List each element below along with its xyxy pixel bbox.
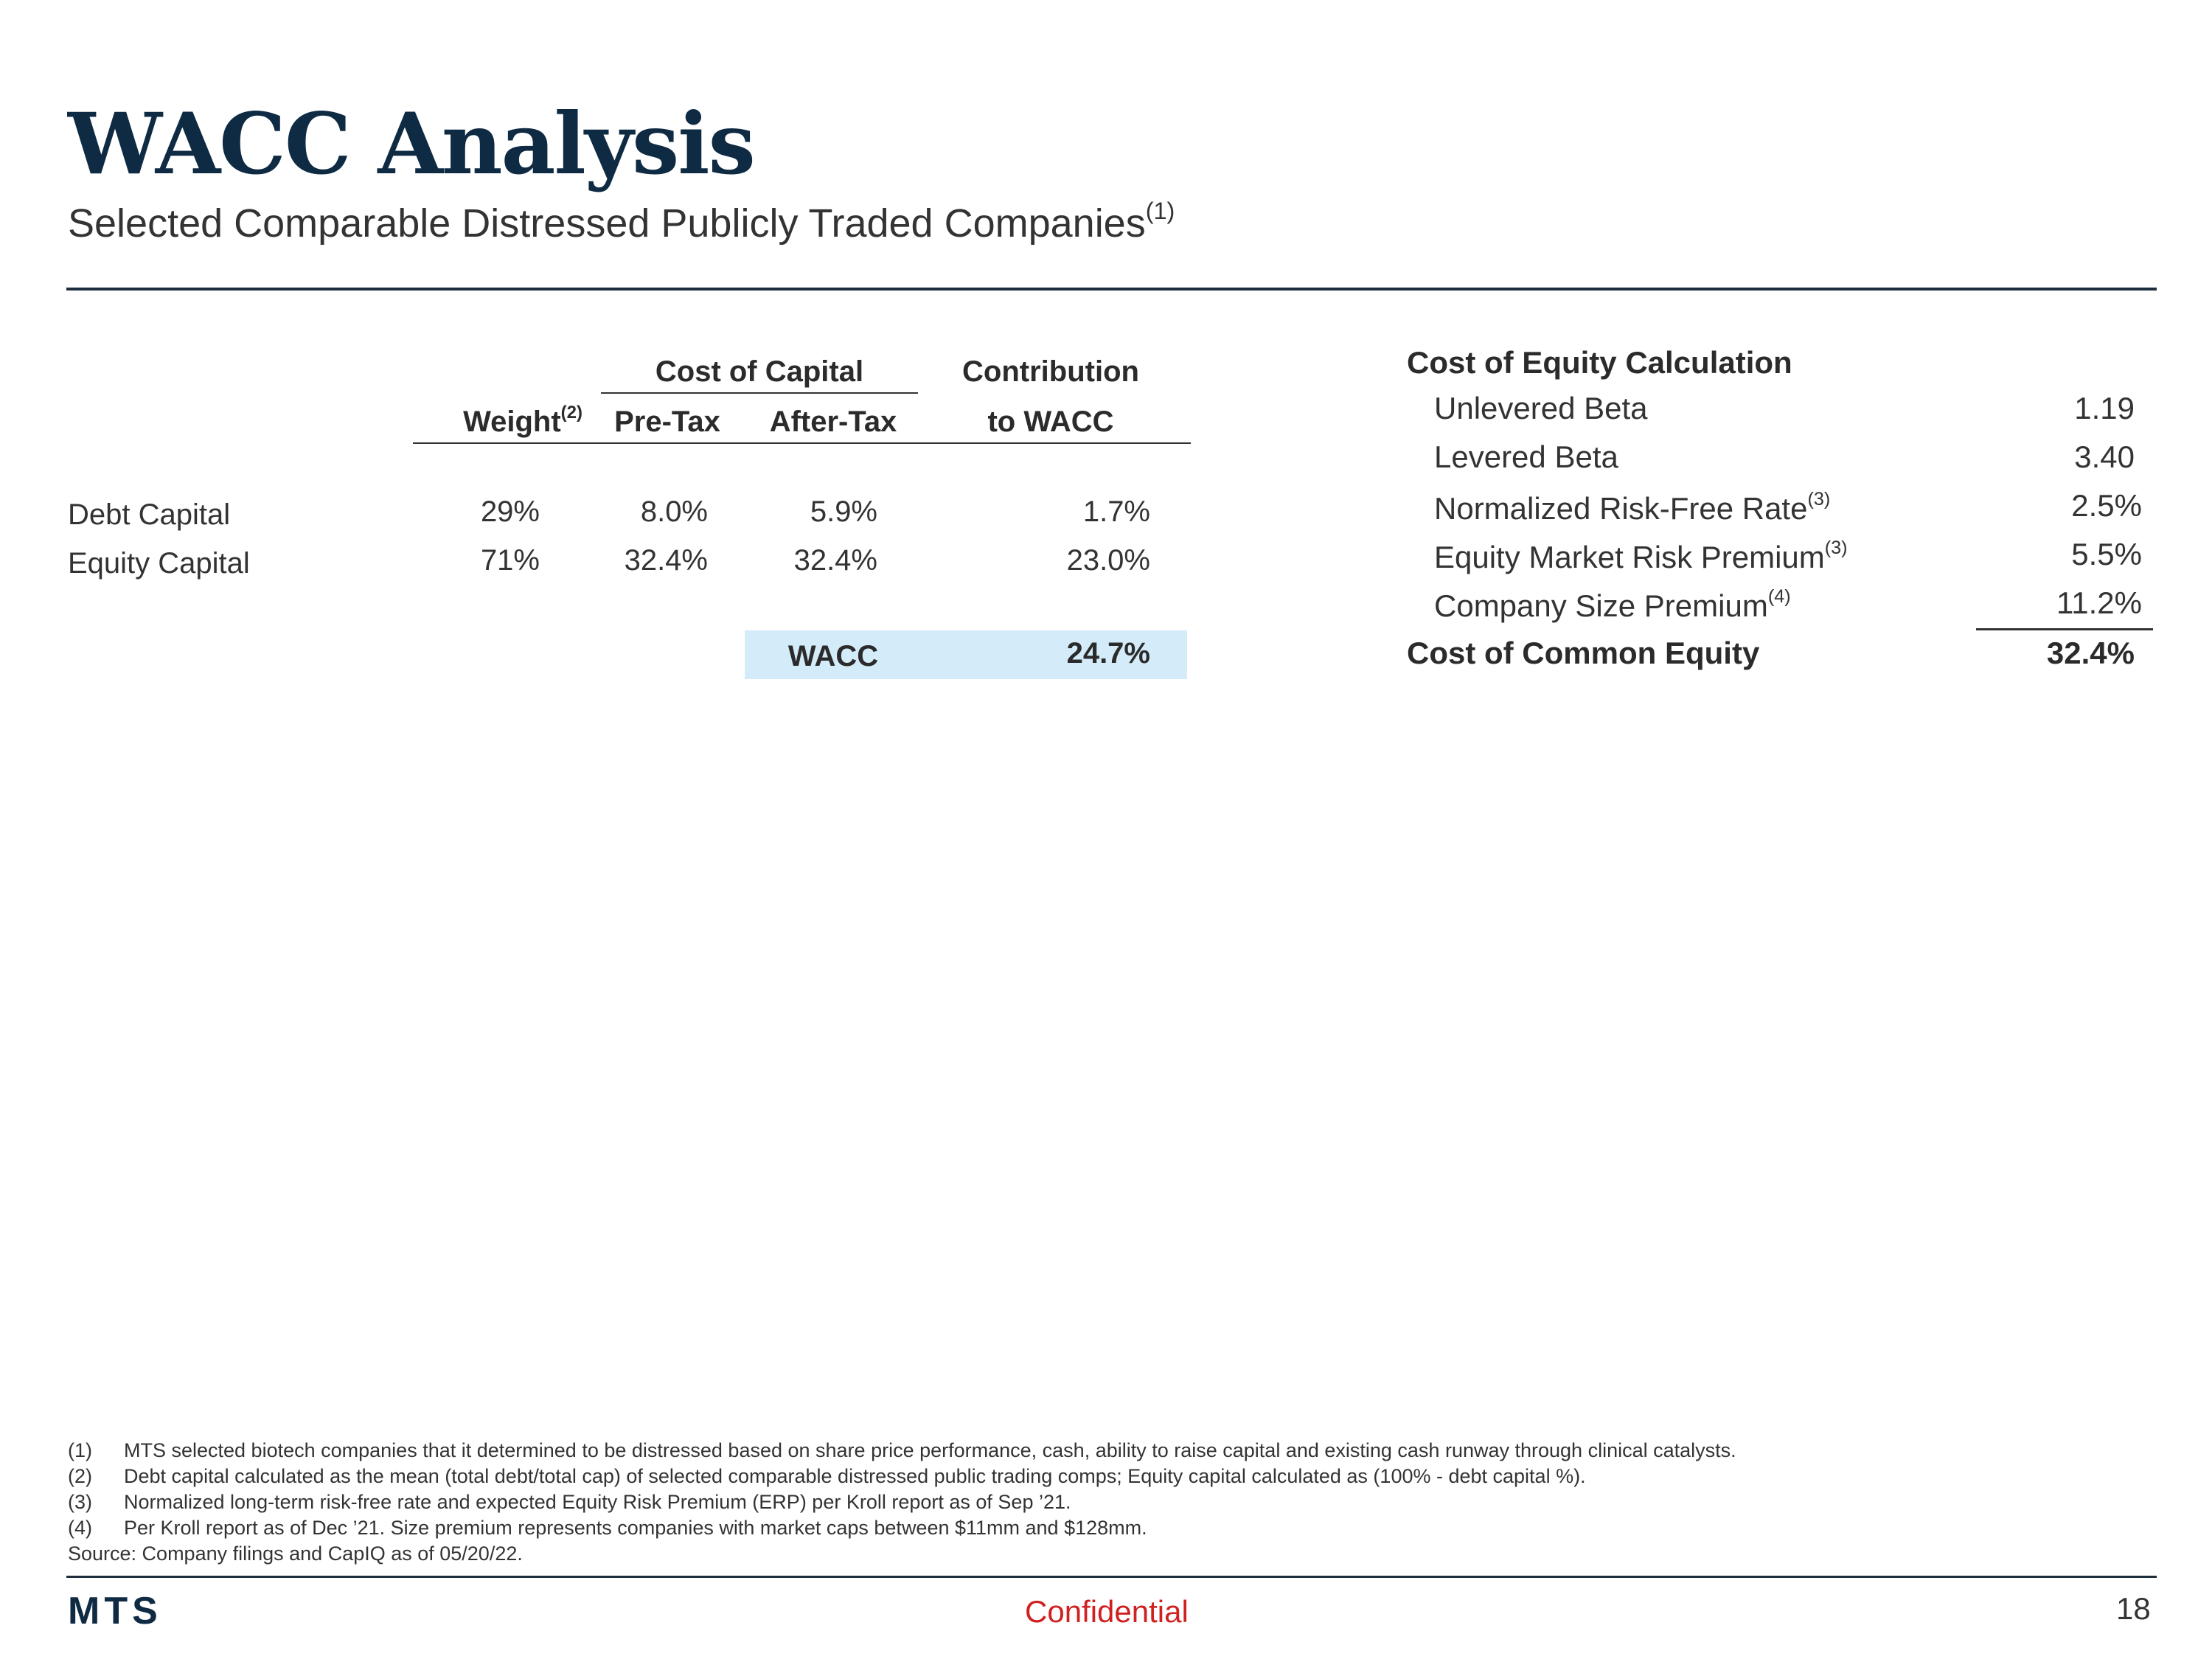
subtitle-footnote-ref: (1) [1145, 198, 1175, 225]
page-number: 18 [2116, 1591, 2151, 1626]
footer-divider [66, 1576, 2157, 1578]
footnote-3-number: (3) [68, 1491, 92, 1513]
cost-of-common-equity-value: 32.4% [2046, 636, 2135, 670]
wacc-total-band [745, 630, 1187, 679]
confidential-label: Confidential [1025, 1594, 1189, 1629]
equity-contribution-value: 23.0% [1066, 544, 1150, 577]
page-title: WACC Analysis [68, 94, 756, 193]
company-logo: MTS [68, 1590, 162, 1632]
risk-free-rate-footnote-ref: (3) [1807, 489, 1831, 510]
footnote-3: (3) Normalized long-term risk-free rate … [68, 1491, 2132, 1516]
cost-of-capital-header: Cost of Capital [655, 355, 864, 388]
debt-contribution-value: 1.7% [1082, 495, 1150, 528]
levered-beta-text: Levered Beta [1434, 439, 1618, 474]
contribution-column-header: to WACC [987, 406, 1114, 438]
column-header-underline [413, 442, 1191, 444]
aftertax-column-header: After-Tax [769, 406, 897, 438]
cost-of-equity-sum-rule [1976, 628, 2153, 630]
unlevered-beta-label: Unlevered Beta [1434, 391, 1648, 426]
equity-weight-value: 71% [480, 544, 540, 577]
levered-beta-label: Levered Beta [1434, 439, 1618, 475]
cost-of-common-equity-label: Cost of Common Equity [1407, 636, 1760, 670]
equity-risk-premium-label: Equity Market Risk Premium(3) [1434, 538, 1848, 575]
footnote-1-number: (1) [68, 1439, 92, 1461]
pretax-column-header: Pre-Tax [614, 406, 720, 438]
footnote-2-number: (2) [68, 1465, 92, 1487]
footnote-3-text: Normalized long-term risk-free rate and … [124, 1491, 1071, 1513]
row-label-debt-capital: Debt Capital [68, 498, 231, 531]
wacc-total-label: WACC [787, 640, 879, 672]
size-premium-label: Company Size Premium(4) [1434, 588, 1791, 624]
footnote-1: (1) MTS selected biotech companies that … [68, 1439, 2132, 1464]
debt-weight-value: 29% [480, 495, 540, 528]
footnote-4: (4) Per Kroll report as of Dec ’21. Size… [68, 1517, 2132, 1542]
weight-column-header: Weight(2) [413, 403, 582, 439]
equity-pretax-value: 32.4% [624, 544, 708, 577]
wacc-total-value: 24.7% [1066, 637, 1150, 669]
footnote-2: (2) Debt capital calculated as the mean … [68, 1465, 2132, 1490]
equity-aftertax-value: 32.4% [793, 544, 877, 577]
source-note: Source: Company filings and CapIQ as of … [68, 1543, 523, 1565]
weight-footnote-ref: (2) [560, 403, 582, 423]
equity-risk-premium-value: 5.5% [2071, 537, 2142, 571]
risk-free-rate-text: Normalized Risk-Free Rate [1434, 491, 1808, 526]
page-subtitle: Selected Comparable Distressed Publicly … [68, 198, 1175, 246]
footnote-4-number: (4) [68, 1517, 92, 1539]
equity-risk-premium-text: Equity Market Risk Premium [1434, 540, 1825, 574]
equity-risk-premium-footnote-ref: (3) [1824, 538, 1848, 559]
contribution-header: Contribution [962, 355, 1139, 388]
footnote-4-text: Per Kroll report as of Dec ’21. Size pre… [124, 1517, 1147, 1539]
debt-pretax-value: 8.0% [640, 495, 708, 528]
unlevered-beta-text: Unlevered Beta [1434, 391, 1648, 425]
size-premium-footnote-ref: (4) [1767, 586, 1791, 608]
footnote-2-text: Debt capital calculated as the mean (tot… [124, 1465, 1586, 1487]
cost-of-capital-underline [601, 392, 918, 394]
footnote-1-text: MTS selected biotech companies that it d… [124, 1439, 1736, 1461]
subtitle-text: Selected Comparable Distressed Publicly … [68, 201, 1146, 246]
unlevered-beta-value: 1.19 [2074, 391, 2135, 425]
size-premium-value: 11.2% [2056, 585, 2142, 620]
weight-header-text: Weight [463, 406, 561, 438]
size-premium-text: Company Size Premium [1434, 588, 1768, 623]
risk-free-rate-value: 2.5% [2071, 488, 2142, 523]
risk-free-rate-label: Normalized Risk-Free Rate(3) [1434, 489, 1831, 526]
cost-of-equity-title: Cost of Equity Calculation [1407, 345, 1792, 380]
debt-aftertax-value: 5.9% [810, 495, 877, 528]
levered-beta-value: 3.40 [2074, 439, 2135, 474]
header-divider [66, 288, 2157, 291]
row-label-equity-capital: Equity Capital [68, 547, 250, 580]
